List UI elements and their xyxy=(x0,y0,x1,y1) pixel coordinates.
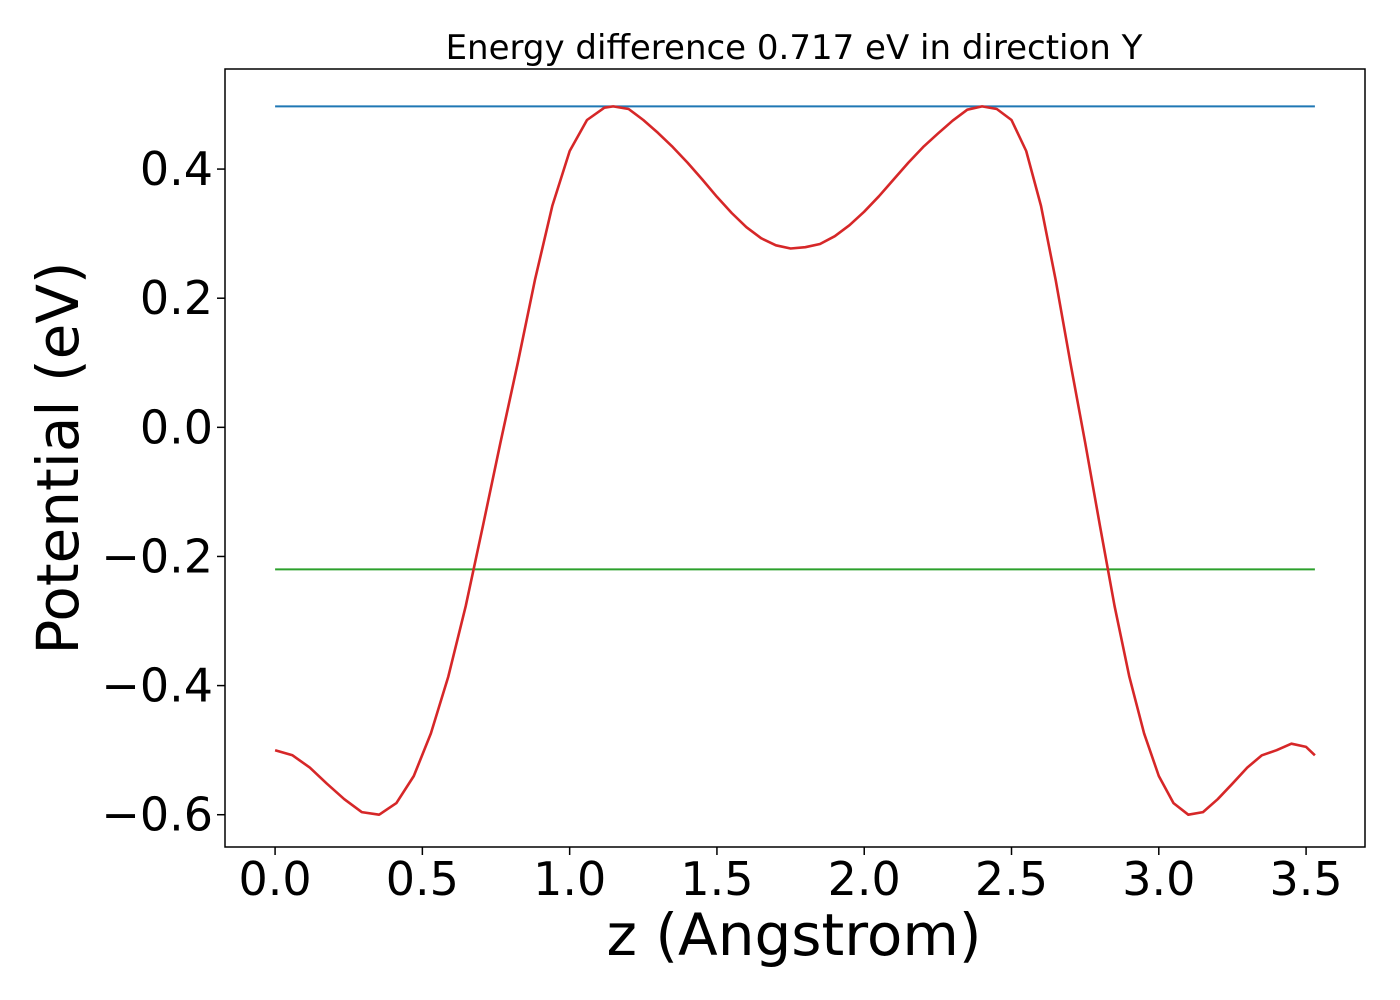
y-tick-label: 0.2 xyxy=(140,271,213,325)
x-tick-label: 0.0 xyxy=(238,852,311,906)
x-tick-label: 0.5 xyxy=(386,852,459,906)
y-tick-label: −0.6 xyxy=(101,788,213,842)
x-axis-label: z (Angstrom) xyxy=(607,901,982,969)
x-tick-label: 3.0 xyxy=(1122,852,1195,906)
y-tick-label: −0.2 xyxy=(101,529,213,583)
y-tick-label: −0.4 xyxy=(101,659,213,713)
plot-frame xyxy=(224,68,1366,848)
chart-title: Energy difference 0.717 eV in direction … xyxy=(446,28,1143,68)
y-axis-label: Potential (eV) xyxy=(24,261,92,654)
x-tick-label: 2.0 xyxy=(828,852,901,906)
series-layer xyxy=(274,105,1316,817)
x-tick-label: 2.5 xyxy=(975,852,1048,906)
x-tick-label: 1.0 xyxy=(533,852,606,906)
y-tick-label: 0.0 xyxy=(140,400,213,454)
y-tick-label: 0.4 xyxy=(140,142,213,196)
series-line-3 xyxy=(274,105,1316,817)
y-axis-ticks: −0.6 −0.4 −0.2 0.0 0.2 0.4 xyxy=(101,142,225,842)
x-tick-label: 1.5 xyxy=(680,852,753,906)
x-axis-ticks: 0.0 0.5 1.0 1.5 2.0 2.5 3.0 3.5 xyxy=(238,847,1343,906)
x-tick-label: 3.5 xyxy=(1270,852,1343,906)
